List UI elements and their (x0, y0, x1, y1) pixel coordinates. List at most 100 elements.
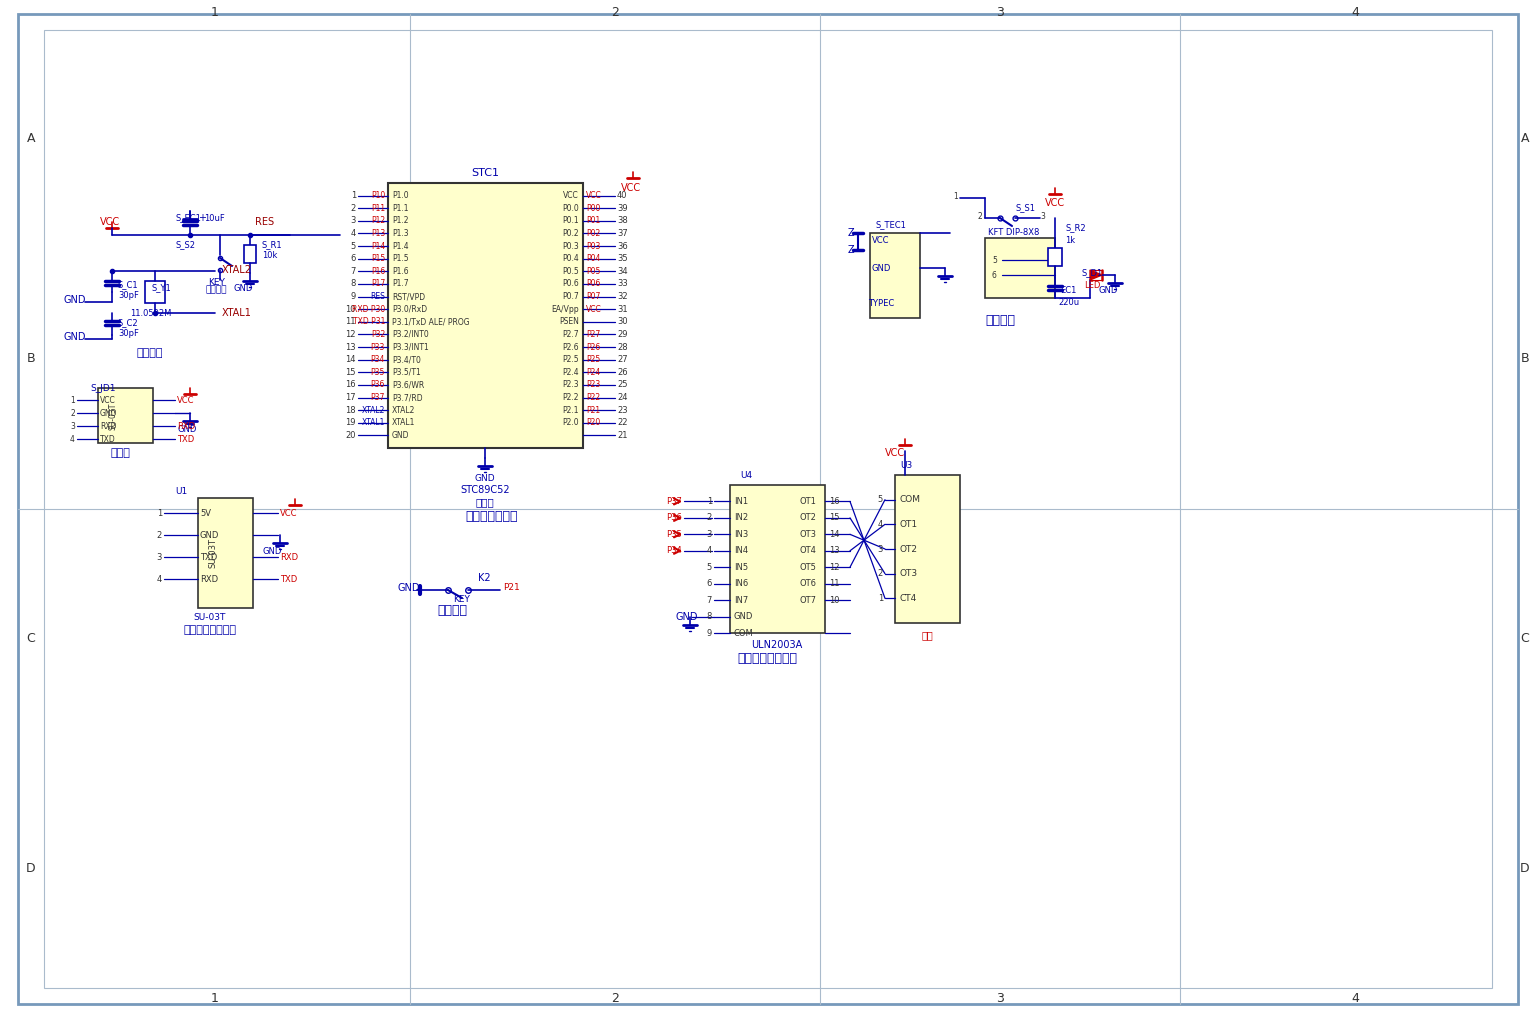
Text: GND: GND (392, 431, 410, 440)
Text: 30: 30 (617, 318, 628, 327)
Text: K2: K2 (478, 573, 490, 583)
Text: 11: 11 (346, 318, 356, 327)
Text: 3: 3 (157, 553, 161, 562)
Text: 16: 16 (346, 381, 356, 390)
Text: 8: 8 (350, 280, 356, 288)
Text: VCC: VCC (872, 235, 889, 244)
Text: 单片机: 单片机 (476, 497, 495, 507)
Text: 4: 4 (350, 229, 356, 238)
Text: 14: 14 (346, 355, 356, 364)
Text: OT7: OT7 (799, 596, 816, 605)
Text: GND: GND (475, 473, 495, 483)
Text: P35: P35 (667, 529, 682, 539)
Text: VCC: VCC (587, 304, 602, 314)
Text: P36: P36 (370, 381, 386, 390)
Text: 3: 3 (350, 217, 356, 225)
Text: OT4: OT4 (799, 547, 816, 555)
Text: VCC: VCC (587, 191, 602, 201)
Text: 14: 14 (829, 529, 840, 539)
Bar (1048, 248, 1061, 266)
Bar (869, 233, 920, 318)
Text: OT6: OT6 (799, 579, 816, 588)
Bar (895, 475, 960, 623)
Text: IN7: IN7 (734, 596, 748, 605)
Text: 11: 11 (829, 579, 840, 588)
Text: VCC: VCC (280, 509, 298, 517)
Text: TXD P31: TXD P31 (353, 318, 386, 327)
Text: GND: GND (177, 425, 197, 434)
Text: P01: P01 (587, 217, 601, 225)
Text: 1: 1 (954, 191, 958, 201)
Text: P35: P35 (370, 367, 386, 377)
Text: VCC: VCC (564, 191, 579, 201)
Text: 2: 2 (877, 569, 883, 578)
Text: P14: P14 (370, 241, 386, 250)
Text: P17: P17 (370, 280, 386, 288)
Text: 37: 37 (617, 229, 628, 238)
Text: 1: 1 (350, 191, 356, 201)
Text: 5: 5 (877, 495, 883, 504)
Text: 1: 1 (157, 509, 161, 517)
Text: 13: 13 (829, 547, 840, 555)
Text: U3: U3 (900, 460, 912, 469)
Text: 30pF: 30pF (118, 290, 138, 299)
Text: P1.1: P1.1 (392, 204, 409, 213)
Text: 23: 23 (617, 405, 628, 414)
Text: P27: P27 (587, 330, 601, 339)
Text: GND: GND (398, 583, 421, 593)
Text: 插座: 插座 (922, 630, 932, 640)
Text: P34: P34 (370, 355, 386, 364)
Text: RXD: RXD (177, 421, 195, 431)
Text: 3: 3 (995, 992, 1005, 1005)
Text: P2.2: P2.2 (562, 393, 579, 402)
Text: 下载口: 下载口 (111, 448, 131, 458)
Text: 电源电路: 电源电路 (985, 314, 1015, 327)
Text: 1: 1 (210, 5, 220, 18)
Text: GND: GND (233, 283, 253, 292)
Text: P3.3/INT1: P3.3/INT1 (392, 342, 429, 351)
Text: 6: 6 (350, 254, 356, 264)
Text: COM: COM (900, 495, 922, 504)
Text: P2.1: P2.1 (562, 405, 579, 414)
Text: P05: P05 (587, 267, 601, 276)
Text: S_D1: S_D1 (1081, 269, 1103, 278)
Text: 40: 40 (617, 191, 628, 201)
Text: 16: 16 (829, 497, 840, 506)
Text: P02: P02 (587, 229, 601, 238)
Text: TXD: TXD (177, 435, 194, 444)
Text: P2.7: P2.7 (562, 330, 579, 339)
Text: P03: P03 (587, 241, 601, 250)
Text: C: C (26, 631, 35, 644)
Text: 9: 9 (350, 292, 356, 301)
Text: OT5: OT5 (799, 563, 816, 572)
Text: 21: 21 (617, 431, 628, 440)
Text: 5: 5 (707, 563, 713, 572)
Text: RXD: RXD (280, 553, 298, 562)
Text: SU-03T: SU-03T (109, 402, 117, 430)
Text: P2.0: P2.0 (562, 418, 579, 428)
Text: 24: 24 (617, 393, 628, 402)
Text: OT1: OT1 (900, 520, 919, 528)
Bar (389, 183, 584, 448)
Text: 32: 32 (617, 292, 628, 301)
Text: 4: 4 (877, 520, 883, 528)
Text: P1.3: P1.3 (392, 229, 409, 238)
Text: 22: 22 (617, 418, 628, 428)
Text: 33: 33 (617, 280, 628, 288)
Text: TXD: TXD (200, 553, 217, 562)
Text: 19: 19 (346, 418, 356, 428)
Text: P2.4: P2.4 (562, 367, 579, 377)
Text: 5: 5 (350, 241, 356, 250)
Text: 31: 31 (617, 304, 628, 314)
Text: 3: 3 (995, 5, 1005, 18)
Text: D: D (1521, 861, 1530, 874)
Text: 6: 6 (992, 271, 997, 280)
Text: 3: 3 (707, 529, 713, 539)
Text: GND: GND (1098, 285, 1118, 294)
Text: CT4: CT4 (900, 593, 917, 603)
Text: P25: P25 (587, 355, 601, 364)
Text: 20: 20 (346, 431, 356, 440)
Text: S_JD1: S_JD1 (91, 384, 115, 393)
Text: KEY: KEY (453, 596, 470, 605)
Text: GND: GND (674, 612, 697, 622)
